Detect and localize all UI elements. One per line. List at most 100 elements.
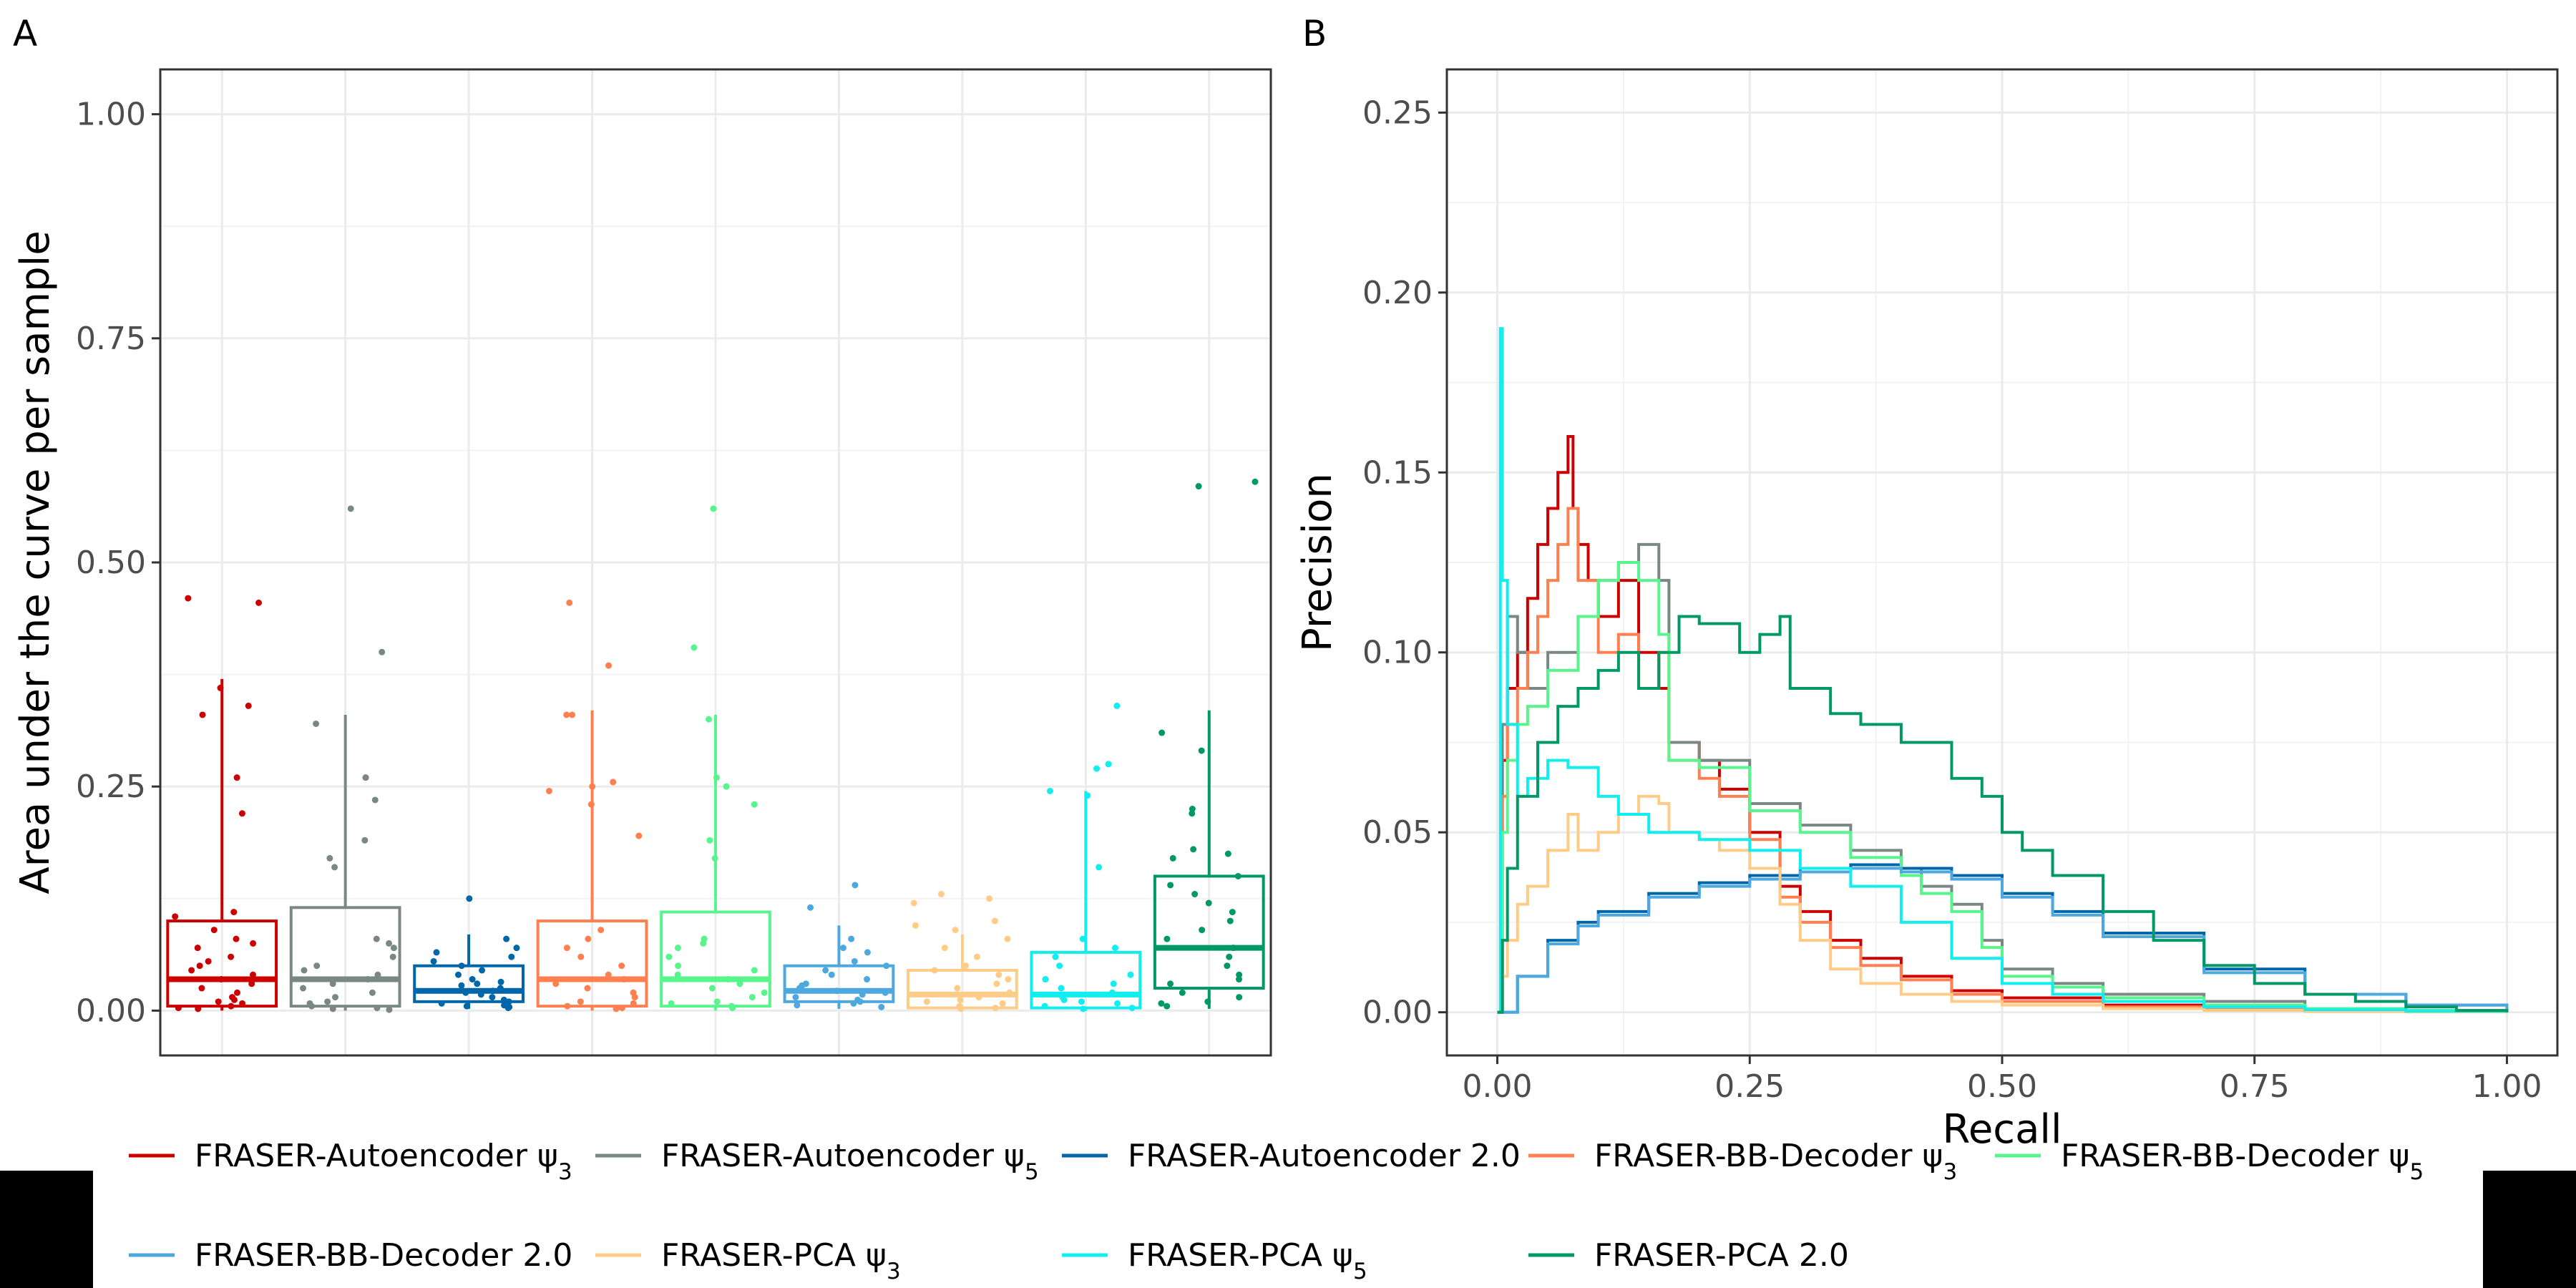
- data-point: [369, 989, 376, 996]
- legend-item-9: FRASER-PCA 2.0: [1528, 1237, 1849, 1274]
- data-point: [957, 1005, 965, 1013]
- legend-item-7: FRASER-PCA ψ3: [595, 1237, 901, 1284]
- legend-label: FRASER-PCA ψ3: [661, 1237, 901, 1284]
- data-point: [1191, 891, 1199, 898]
- data-point: [577, 998, 584, 1005]
- data-point: [993, 980, 1000, 987]
- data-point: [675, 962, 682, 970]
- data-point: [973, 953, 980, 960]
- data-point: [828, 971, 835, 978]
- data-point: [196, 962, 203, 970]
- legend-item-3: FRASER-Autoencoder 2.0: [1062, 1138, 1521, 1174]
- data-point: [430, 957, 437, 965]
- data-point: [605, 662, 613, 669]
- box-2: [289, 714, 401, 1011]
- data-point: [1005, 976, 1012, 983]
- data-point: [386, 1006, 393, 1013]
- data-point: [839, 945, 847, 952]
- data-point: [597, 927, 605, 934]
- data-point: [373, 935, 380, 942]
- data-point: [462, 989, 469, 996]
- data-point: [910, 899, 917, 907]
- data-point: [469, 976, 476, 983]
- x-tick-label: 0.00: [1463, 1068, 1533, 1105]
- data-point: [748, 994, 756, 1001]
- data-point: [313, 962, 321, 970]
- data-point: [1236, 976, 1243, 983]
- data-point: [217, 684, 224, 691]
- data-point: [1041, 1002, 1048, 1010]
- data-point: [329, 980, 336, 987]
- data-point: [500, 996, 507, 1003]
- data-point: [374, 971, 381, 978]
- x-tick-label: 0.75: [2220, 1068, 2290, 1105]
- data-point: [1128, 1005, 1136, 1012]
- data-point: [710, 505, 717, 512]
- data-point: [1226, 917, 1234, 924]
- data-point: [713, 774, 720, 781]
- panel-b-letter: B: [1302, 13, 1327, 54]
- data-point: [433, 949, 440, 956]
- data-point: [1078, 998, 1085, 1005]
- data-point: [1224, 850, 1231, 857]
- legend-item-2: FRASER-Autoencoder ψ5: [595, 1138, 1039, 1185]
- data-point: [1004, 935, 1011, 942]
- data-point: [736, 980, 743, 987]
- y-tick-label: 0.00: [1362, 995, 1433, 1031]
- legend-label: FRASER-BB-Decoder 2.0: [195, 1237, 572, 1274]
- legend-label: FRASER-Autoencoder 2.0: [1128, 1138, 1521, 1174]
- data-point: [185, 595, 192, 602]
- data-point: [674, 945, 681, 952]
- data-point: [218, 976, 225, 983]
- data-point: [239, 1000, 246, 1007]
- data-point: [497, 978, 504, 985]
- data-point: [228, 1002, 235, 1010]
- data-point: [711, 854, 718, 862]
- data-point: [1204, 998, 1211, 1005]
- data-point: [630, 1000, 637, 1007]
- data-point: [474, 980, 481, 987]
- legend: FRASER-Autoencoder ψ3 FRASER-Autoencoder …: [129, 1138, 2424, 1284]
- y-tick-label: 0.50: [76, 545, 146, 581]
- data-point: [618, 1005, 625, 1012]
- data-point: [878, 1003, 885, 1010]
- data-point: [1198, 747, 1205, 754]
- data-point: [513, 945, 520, 952]
- data-point: [249, 971, 256, 978]
- box-9: [1153, 710, 1265, 1009]
- data-point: [1060, 996, 1068, 1003]
- data-point: [1158, 1000, 1165, 1007]
- data-point: [822, 967, 829, 974]
- data-point: [566, 599, 573, 606]
- data-point: [585, 935, 592, 942]
- data-point: [1111, 945, 1118, 952]
- data-point: [230, 909, 238, 916]
- data-point: [923, 998, 930, 1005]
- data-point: [986, 895, 993, 902]
- data-point: [584, 985, 591, 992]
- data-point: [1189, 810, 1196, 817]
- data-point: [931, 967, 938, 974]
- legend-label: FRASER-Autoencoder ψ3: [195, 1138, 572, 1185]
- data-point: [347, 505, 354, 512]
- data-point: [308, 1002, 316, 1010]
- data-point: [438, 1000, 445, 1007]
- legend-label-subscript: 3: [558, 1159, 572, 1185]
- data-point: [796, 985, 804, 992]
- y-tick-label: 0.25: [1362, 94, 1433, 131]
- data-point: [577, 953, 585, 960]
- panel-b-lines: [1497, 327, 2509, 1014]
- data-point: [620, 976, 628, 983]
- data-point: [1096, 864, 1103, 871]
- right-black-bar: [2483, 1171, 2576, 1288]
- data-point: [545, 787, 552, 794]
- data-point: [587, 801, 595, 808]
- panel-a-boxes: [166, 678, 1265, 1011]
- data-point: [1084, 792, 1091, 799]
- data-point: [1108, 989, 1116, 996]
- data-point: [198, 985, 205, 992]
- data-point: [463, 1002, 470, 1010]
- data-point: [238, 810, 245, 817]
- legend-label-subscript: 3: [887, 1259, 901, 1284]
